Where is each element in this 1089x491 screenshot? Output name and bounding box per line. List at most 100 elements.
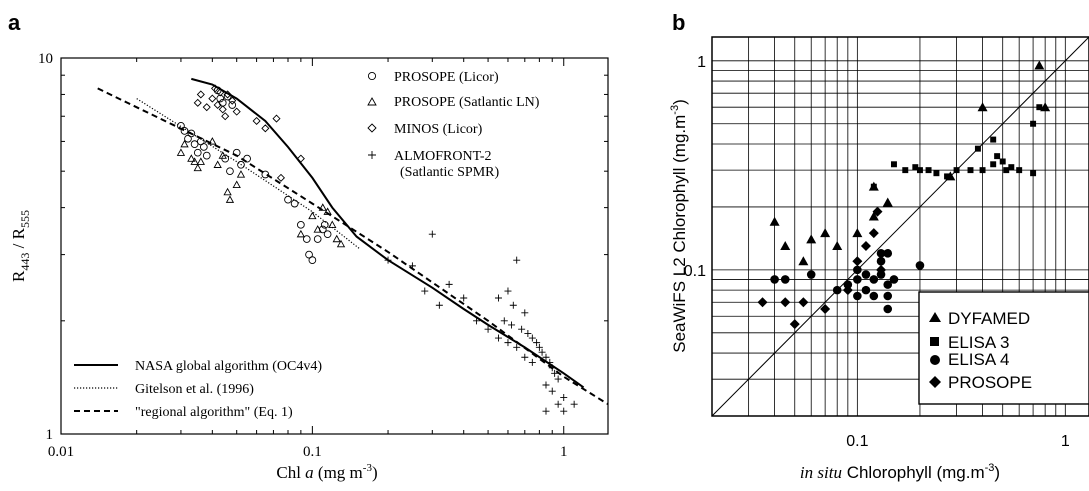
legend-label-prosope-satlantic: PROSOPE (Satlantic LN) — [394, 95, 540, 110]
point-b-series-1 — [994, 153, 1001, 160]
point-a-series-0 — [261, 170, 270, 179]
legend-marker-elisa3 — [930, 337, 939, 346]
data-points-b — [757, 60, 1051, 330]
point-b-series-0 — [820, 228, 831, 238]
point-a-series-1 — [318, 203, 327, 211]
point-a-series-1 — [180, 139, 189, 148]
point-b-series-0 — [882, 197, 893, 207]
point-a-series-3 — [554, 375, 562, 383]
point-b-series-1 — [1008, 164, 1015, 171]
point-a-series-2 — [218, 105, 227, 114]
point-b-series-3 — [789, 319, 800, 330]
point-b-series-0 — [769, 216, 780, 226]
point-a-series-3 — [548, 364, 556, 372]
point-a-series-1 — [190, 157, 199, 165]
point-a-series-2 — [223, 90, 232, 99]
point-a-series-3 — [554, 400, 562, 408]
point-a-series-1 — [196, 157, 206, 165]
point-b-series-1 — [1003, 167, 1010, 174]
point-a-series-2 — [196, 90, 205, 99]
point-b-series-1 — [990, 136, 997, 143]
point-a-series-2 — [202, 103, 211, 112]
point-a-series-2 — [261, 124, 270, 133]
point-b-series-2 — [869, 291, 879, 301]
y-tick-label: 10 — [38, 51, 53, 67]
one-to-one-line — [711, 36, 1089, 417]
point-a-series-3 — [484, 325, 492, 333]
point-b-series-1 — [902, 167, 909, 174]
point-a-series-3 — [560, 394, 568, 402]
point-b-series-1 — [890, 161, 897, 168]
point-a-series-0 — [302, 235, 311, 243]
point-a-series-3 — [533, 339, 541, 347]
point-b-series-0 — [1040, 102, 1051, 112]
point-b-series-2 — [853, 291, 862, 301]
point-b-series-1 — [999, 158, 1006, 165]
point-a-series-3 — [509, 301, 517, 309]
legend-label-prosope-licor: PROSOPE (Licor) — [394, 70, 499, 85]
point-a-series-1 — [187, 154, 196, 162]
panel-a: a 0.01 0.1 1 1 10 Chl a (mg m-3) R443 / R555… — [8, 10, 609, 482]
point-b-series-1 — [870, 183, 877, 190]
legend-label-elisa4: ELISA 4 — [948, 350, 1009, 369]
y-tick-label: 0.1 — [684, 263, 706, 280]
x-tick-label: 1 — [560, 444, 568, 460]
point-b-series-0 — [868, 211, 879, 221]
point-b-series-2 — [832, 285, 842, 295]
point-a-series-2 — [216, 88, 225, 97]
point-a-series-1 — [225, 195, 235, 203]
x-tick-label: 0.1 — [303, 444, 322, 460]
point-a-series-1 — [328, 220, 337, 228]
point-a-series-1 — [308, 211, 317, 220]
point-b-series-2 — [883, 280, 893, 289]
point-a-series-3 — [435, 301, 443, 309]
point-b-series-2 — [853, 275, 862, 284]
point-b-series-1 — [925, 167, 932, 174]
y-axis-label-b: SeaWiFS L2 Chlorophyll (mg.m-3) — [669, 99, 689, 353]
point-a-series-1 — [218, 151, 227, 159]
point-b-series-0 — [977, 102, 988, 112]
point-a-series-3 — [428, 230, 436, 238]
point-a-series-3 — [504, 339, 512, 347]
legend-label-nasa: NASA global algorithm (OC4v4) — [135, 359, 322, 374]
point-a-series-1 — [336, 239, 346, 248]
data-points-a — [176, 84, 578, 415]
point-a-series-3 — [408, 262, 416, 270]
point-b-series-1 — [990, 161, 997, 168]
point-a-series-1 — [232, 180, 241, 188]
point-a-series-3 — [513, 256, 521, 264]
point-a-series-3 — [473, 317, 481, 325]
legend-marker-plus — [368, 151, 376, 159]
point-a-series-2 — [252, 116, 261, 126]
point-a-series-3 — [445, 280, 453, 288]
legend-b: DYFAMED ELISA 3 ELISA 4 PROSOPE — [918, 291, 1089, 405]
point-a-series-0 — [193, 148, 202, 157]
legend-marker-elisa4 — [930, 355, 940, 365]
plot-frame-b — [711, 36, 1089, 417]
point-a-series-2 — [221, 112, 230, 121]
point-a-series-3 — [524, 330, 532, 338]
legend-label-minos: MINOS (Licor) — [394, 122, 483, 137]
point-a-series-2 — [208, 94, 217, 103]
point-a-series-3 — [542, 407, 550, 415]
legend-marker-triangle — [367, 97, 377, 106]
point-b-series-2 — [876, 256, 886, 266]
panel-label-b: b — [672, 10, 685, 35]
point-a-series-2 — [213, 100, 222, 110]
point-b-series-3 — [868, 228, 879, 239]
plot-frame-a — [60, 57, 609, 435]
point-b-series-2 — [889, 275, 899, 284]
point-b-series-2 — [883, 291, 893, 301]
point-b-series-3 — [780, 297, 791, 308]
point-a-series-2 — [272, 114, 281, 123]
point-a-series-3 — [384, 256, 392, 264]
point-b-series-3 — [876, 264, 887, 275]
point-a-series-0 — [320, 220, 329, 229]
point-a-series-3 — [504, 287, 512, 295]
point-a-series-3 — [528, 358, 536, 366]
line-nasa-oc4v4 — [191, 77, 585, 389]
point-a-series-3 — [538, 348, 546, 356]
legend-marker-prosope — [929, 376, 941, 388]
point-a-series-3 — [570, 400, 578, 408]
point-a-series-0 — [223, 92, 232, 101]
